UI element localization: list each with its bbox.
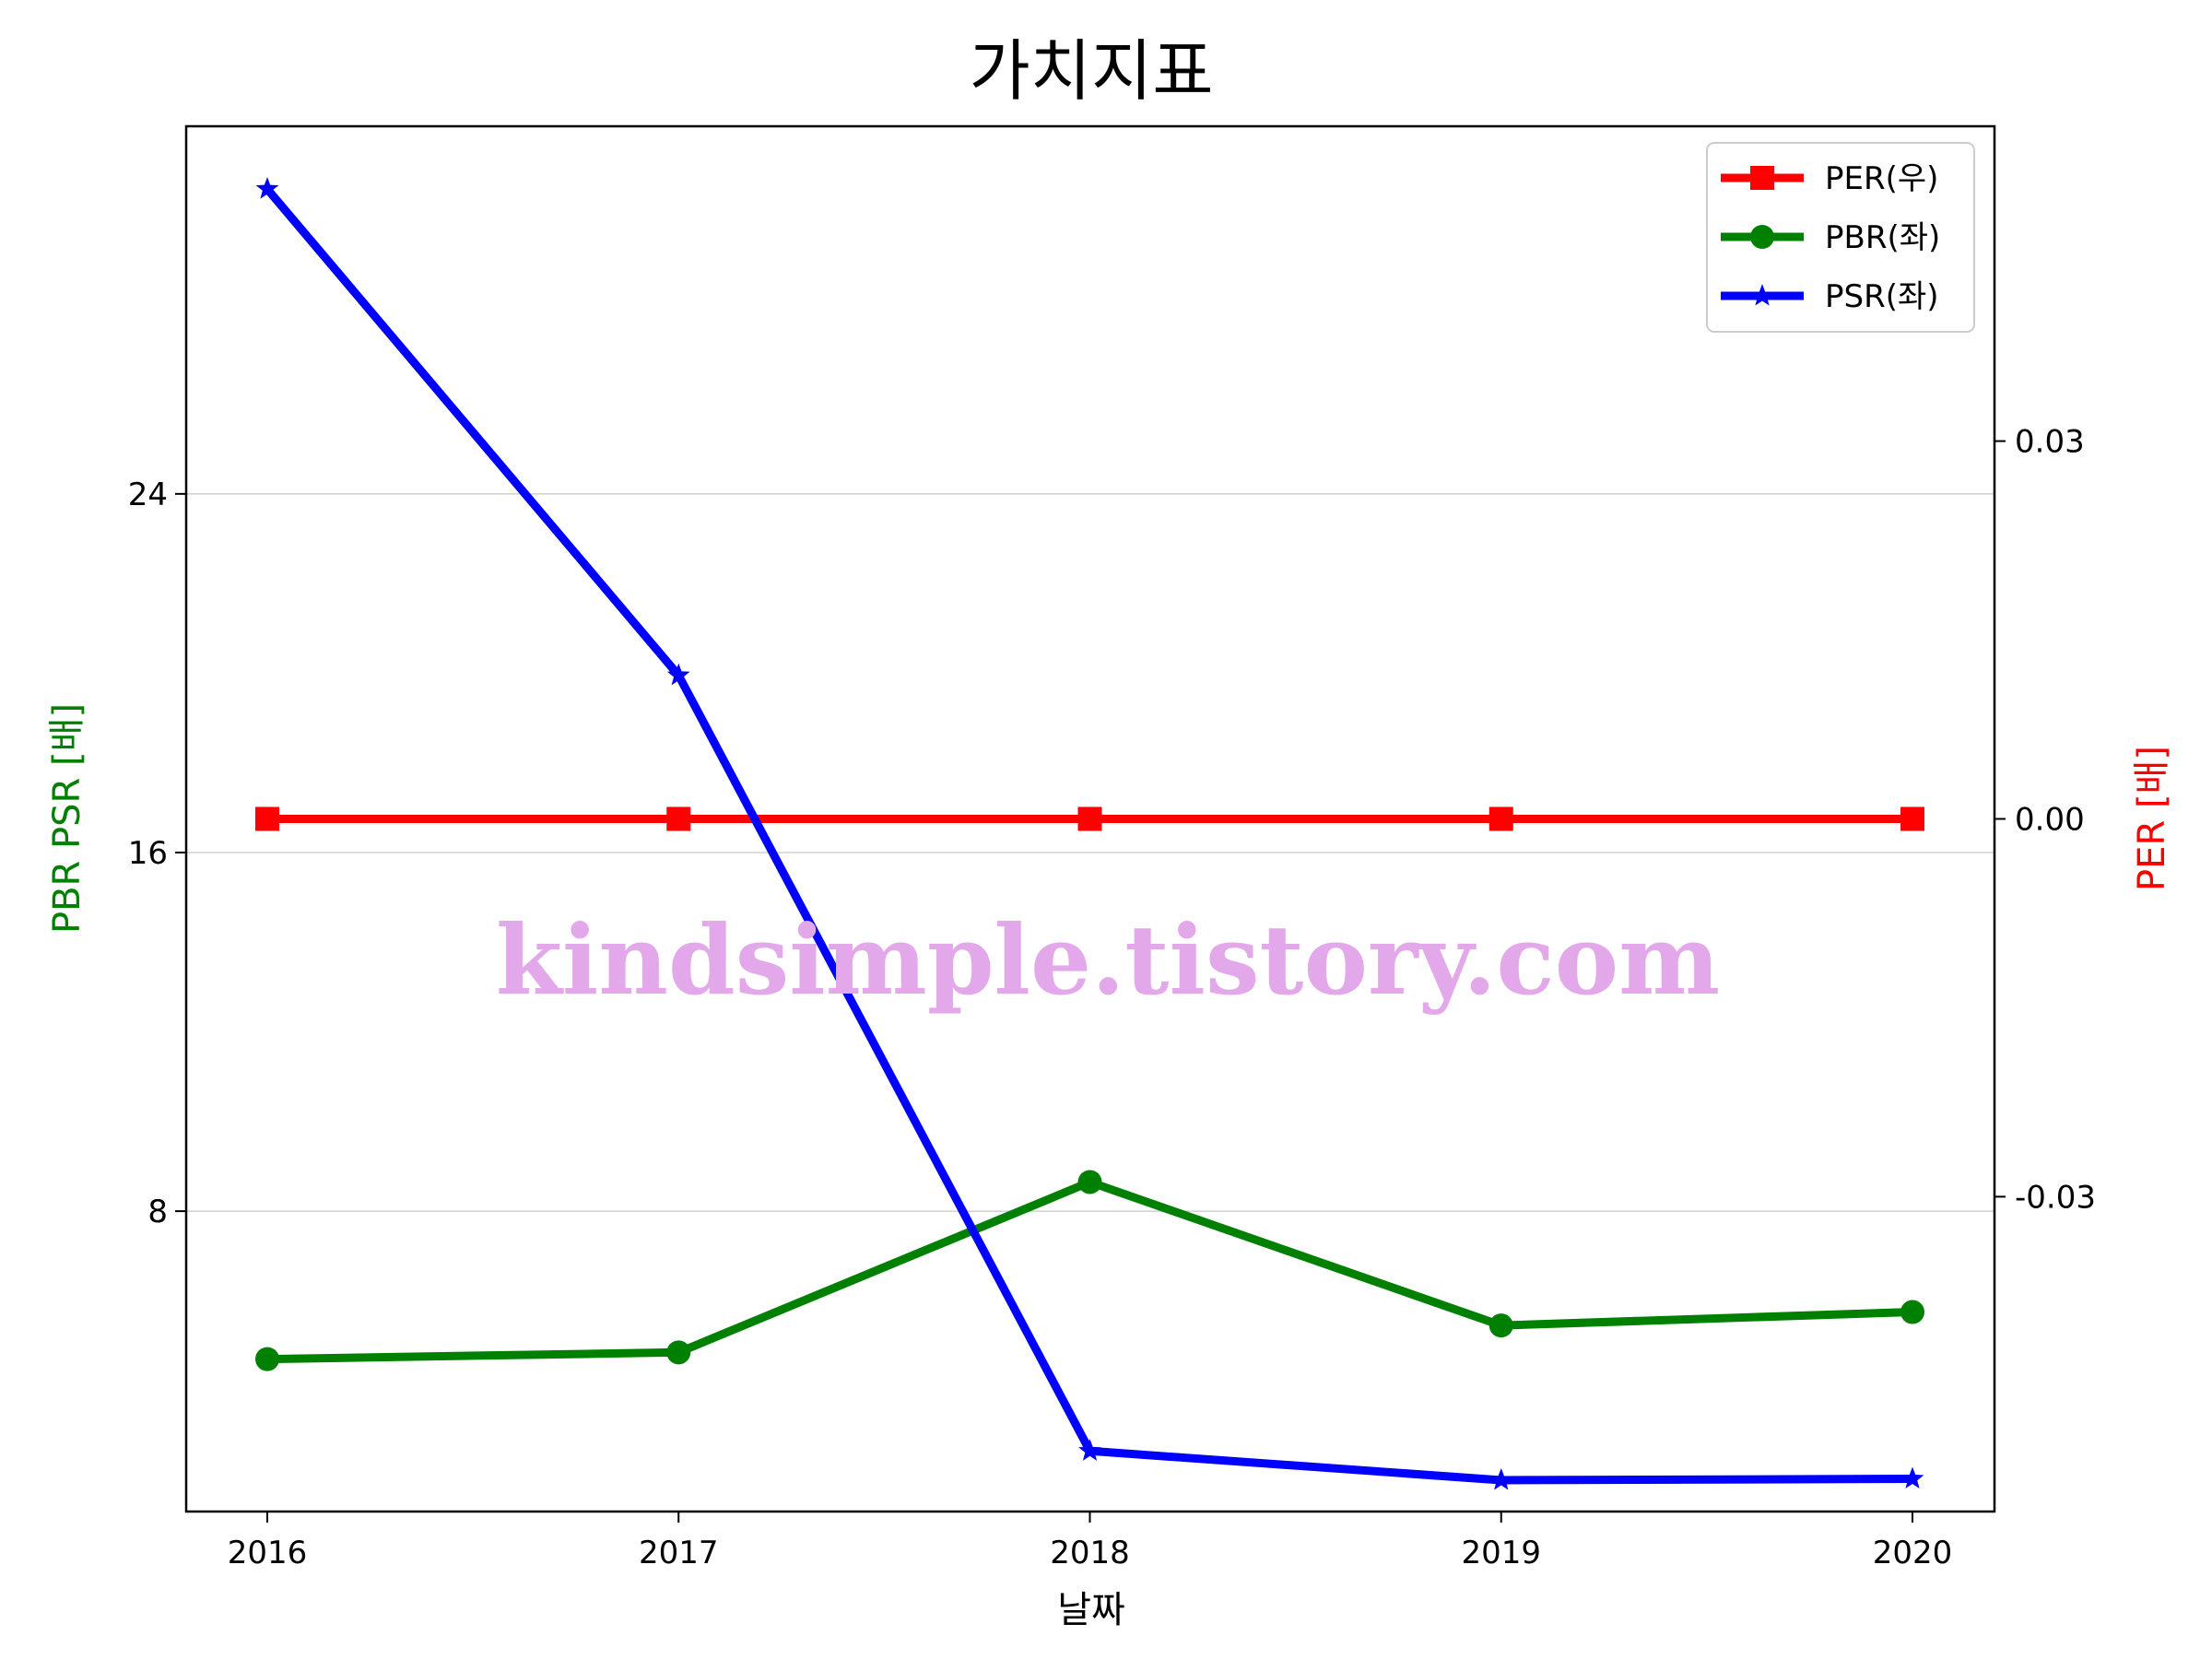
legend-label-per: PER(우) bbox=[1825, 160, 1938, 197]
data-point-per bbox=[666, 806, 691, 831]
right-axis-tick-label: 0.03 bbox=[2015, 424, 2085, 461]
left-axis-tick-label: 24 bbox=[128, 477, 168, 513]
x-axis-tick-label: 2016 bbox=[228, 1535, 308, 1571]
watermark-text: kindsimple.tistory.com bbox=[496, 903, 1720, 1017]
data-point-pbr bbox=[666, 1340, 691, 1365]
legend-marker-per bbox=[1750, 166, 1774, 190]
left-axis-tick-label: 8 bbox=[147, 1194, 168, 1230]
x-axis-label: 날짜 bbox=[1057, 1589, 1125, 1631]
data-point-per bbox=[1077, 806, 1102, 831]
data-point-psr bbox=[255, 177, 279, 199]
data-point-pbr bbox=[1488, 1313, 1513, 1338]
data-point-pbr bbox=[1900, 1300, 1924, 1324]
legend-label-psr: PSR(좌) bbox=[1825, 278, 1939, 315]
x-axis-tick-label: 2018 bbox=[1050, 1535, 1130, 1571]
x-axis-tick-label: 2020 bbox=[1873, 1535, 1953, 1571]
data-point-psr bbox=[666, 663, 690, 686]
legend-marker-pbr bbox=[1750, 225, 1774, 249]
data-point-pbr bbox=[1077, 1170, 1102, 1194]
data-point-per bbox=[1488, 806, 1513, 831]
data-point-pbr bbox=[255, 1347, 279, 1371]
data-point-per bbox=[1900, 806, 1924, 831]
gridlines bbox=[186, 493, 1994, 1212]
data-point-per bbox=[255, 806, 279, 831]
data-point-psr bbox=[1078, 1439, 1101, 1461]
ticks-group: 8 16 24 -0.03 0.00 0.03 2016 2017 2018 2019 2020 bbox=[128, 424, 2096, 1571]
legend-label-pbr: PBR(좌) bbox=[1825, 219, 1940, 256]
data-point-psr bbox=[1900, 1466, 1924, 1488]
legend: PER(우) PBR(좌) PSR(좌) bbox=[1706, 142, 1975, 333]
chart-title: 가치지표 bbox=[970, 32, 1214, 110]
legend-marker-psr bbox=[1750, 284, 1774, 306]
series-group bbox=[255, 177, 1924, 1490]
left-axis-tick-label: 16 bbox=[128, 835, 168, 872]
x-axis-tick-label: 2019 bbox=[1461, 1535, 1541, 1571]
series-line-psr bbox=[264, 186, 1913, 1485]
left-axis-label: PBR PSR [배] bbox=[46, 703, 88, 934]
right-axis-tick-label: -0.03 bbox=[2015, 1179, 2096, 1216]
x-axis-tick-label: 2017 bbox=[639, 1535, 719, 1571]
legend-box bbox=[1706, 142, 1975, 333]
series-line-pbr bbox=[266, 1178, 1913, 1364]
right-axis-label: PER [배] bbox=[2131, 746, 2173, 891]
data-point-psr bbox=[1489, 1468, 1513, 1490]
right-axis-tick-label: 0.00 bbox=[2015, 802, 2085, 839]
